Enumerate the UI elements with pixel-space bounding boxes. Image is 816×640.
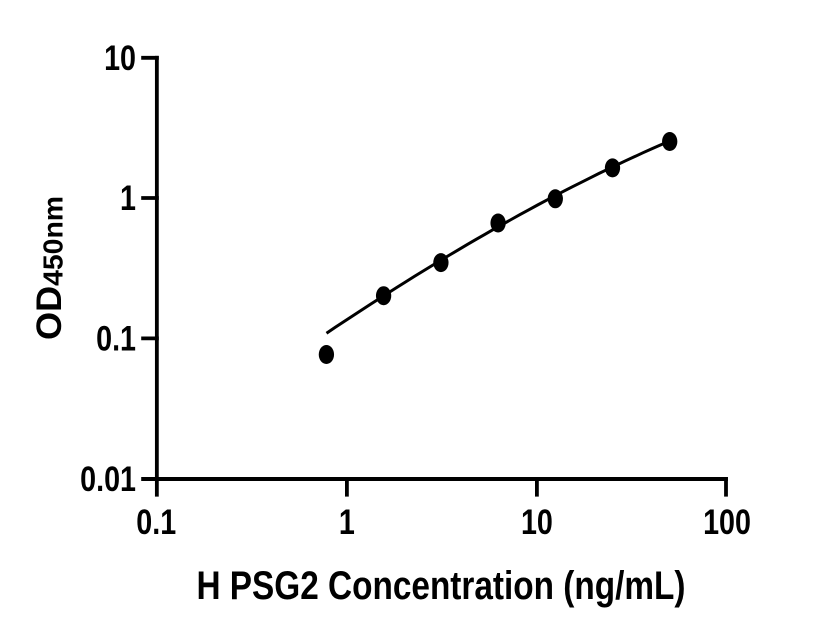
svg-text:100: 100 (703, 502, 751, 541)
svg-text:1: 1 (120, 178, 136, 217)
svg-text:0.01: 0.01 (80, 459, 136, 498)
svg-text:1: 1 (339, 502, 355, 541)
svg-text:0.1: 0.1 (96, 319, 136, 358)
svg-text:10: 10 (104, 38, 136, 77)
svg-text:10: 10 (521, 502, 553, 541)
svg-text:H PSG2 Concentration (ng/mL): H PSG2 Concentration (ng/mL) (196, 563, 685, 608)
svg-text:0.1: 0.1 (136, 502, 176, 541)
